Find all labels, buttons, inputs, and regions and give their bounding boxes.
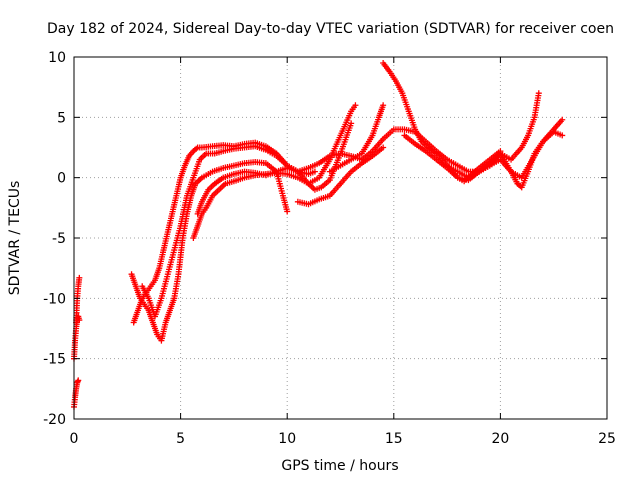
data-point	[284, 208, 291, 215]
axis-ticks: 0 5 10 15 20 25 -20 -15 -10 -5 0 5 10	[43, 50, 616, 447]
grid	[74, 57, 607, 419]
y-axis-label: SDTVAR / TECUs	[7, 181, 23, 296]
series-arc-i	[294, 144, 387, 208]
y-tick-label: 0	[57, 171, 66, 187]
data-point	[348, 120, 355, 127]
data-point	[380, 102, 387, 109]
series-arc-g	[190, 120, 355, 241]
y-tick-label: 10	[48, 50, 66, 66]
data-point	[352, 102, 359, 109]
y-tick-label: -20	[43, 412, 66, 428]
plot-frame	[73, 56, 608, 420]
x-tick-label: 15	[385, 431, 403, 447]
chart-title: Day 182 of 2024, Sidereal Day-to-day VTE…	[47, 21, 614, 37]
data-point	[535, 90, 542, 97]
x-tick-label: 0	[70, 431, 79, 447]
x-tick-label: 25	[598, 431, 616, 447]
data-point	[559, 132, 566, 139]
data-point	[76, 274, 83, 281]
x-tick-label: 10	[278, 431, 296, 447]
series-arc-h	[194, 102, 359, 217]
data-point	[75, 377, 82, 384]
series-arc-a	[71, 377, 82, 410]
data-points	[71, 60, 566, 410]
x-tick-label: 20	[491, 431, 509, 447]
data-point	[380, 144, 387, 151]
x-tick-label: 5	[176, 431, 185, 447]
y-tick-label: -15	[43, 352, 66, 368]
series-arc-j	[326, 102, 387, 175]
data-point	[311, 168, 318, 175]
data-point	[559, 116, 566, 123]
y-tick-label: -5	[52, 231, 66, 247]
x-axis-label: GPS time / hours	[281, 458, 398, 474]
y-tick-label: -10	[43, 291, 66, 307]
y-tick-label: 5	[57, 110, 66, 126]
series-arc-m	[444, 116, 566, 181]
series-arc-d	[128, 158, 291, 344]
